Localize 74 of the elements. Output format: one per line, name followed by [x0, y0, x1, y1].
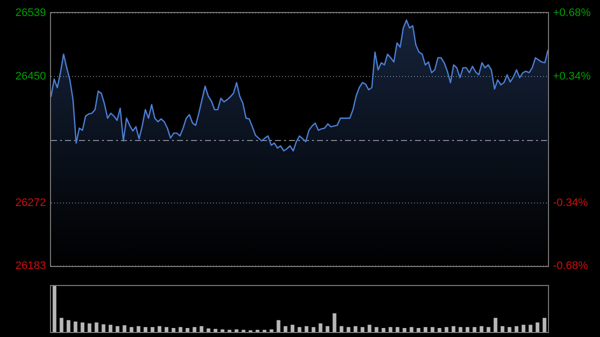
y-tick-label: 26272 [15, 196, 46, 209]
bar [472, 327, 476, 332]
bar [396, 327, 400, 332]
bar [122, 325, 126, 332]
bar [234, 329, 238, 332]
bar [536, 322, 540, 332]
bar [368, 324, 372, 332]
bar [102, 324, 106, 332]
bar [158, 326, 162, 332]
bar [402, 328, 406, 332]
bar [270, 329, 274, 332]
bar [354, 326, 358, 332]
bar [186, 328, 190, 332]
bar [108, 324, 112, 332]
bar [304, 326, 308, 332]
bar [514, 326, 518, 332]
bar [284, 326, 288, 332]
bar [508, 327, 512, 332]
bar [80, 322, 84, 332]
bar [444, 327, 448, 332]
bar [200, 326, 204, 332]
bar [486, 327, 490, 332]
bar [346, 327, 350, 332]
bar [172, 328, 176, 332]
y2-tick-label: +0.34% [553, 70, 591, 82]
bar [298, 327, 302, 332]
bar [276, 320, 280, 332]
bar [424, 327, 428, 332]
bar [130, 327, 134, 332]
bar [452, 326, 456, 332]
bar [164, 327, 168, 332]
bar [494, 318, 498, 332]
bar [290, 324, 294, 332]
bar [116, 326, 120, 332]
y-tick-label: 26450 [15, 70, 46, 82]
bar [466, 327, 470, 332]
bar [410, 327, 414, 332]
bar [374, 327, 378, 332]
bar [458, 327, 462, 332]
bar [220, 329, 224, 332]
bar [178, 327, 182, 332]
bar [136, 326, 140, 332]
bar [528, 324, 532, 332]
y-tick-label: 26183 [15, 260, 46, 272]
bar [360, 327, 364, 332]
y2-tick-label: +0.68% [553, 7, 591, 20]
bar [214, 328, 218, 332]
bar [52, 286, 56, 332]
bar [500, 326, 504, 332]
bar [60, 318, 64, 332]
bar [480, 326, 484, 332]
bar [318, 323, 322, 332]
y2-tick-label: -0.34% [553, 196, 588, 209]
bar [74, 322, 78, 332]
bar [66, 320, 70, 332]
bar [542, 318, 546, 332]
y-tick-label: 26539 [15, 7, 46, 20]
bar [94, 322, 98, 332]
bar [388, 327, 392, 332]
bar [332, 313, 336, 332]
y2-tick-label: -0.68% [553, 260, 588, 272]
bar [382, 328, 386, 332]
bar [88, 323, 92, 332]
bar [438, 328, 442, 332]
bar [340, 326, 344, 332]
bar [312, 327, 316, 332]
bar [416, 328, 420, 332]
bar [144, 327, 148, 332]
bar [192, 327, 196, 332]
bar [430, 327, 434, 332]
bar [150, 327, 154, 332]
bar [326, 326, 330, 332]
bar [522, 324, 526, 332]
bar [206, 328, 210, 332]
